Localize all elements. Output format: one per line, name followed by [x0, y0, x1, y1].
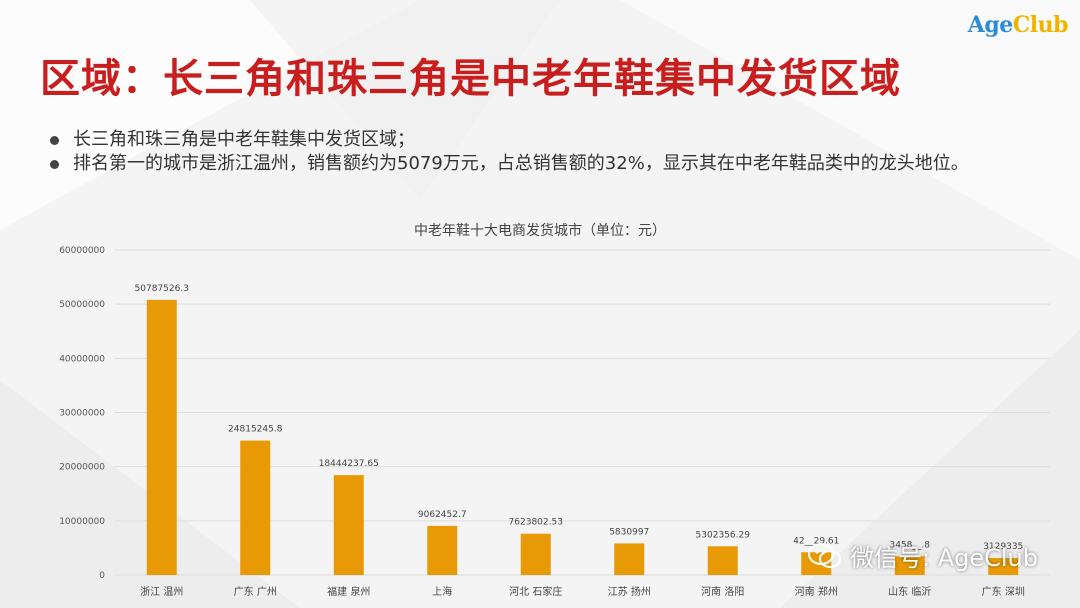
x-tick-label: 广东 深圳	[982, 585, 1025, 598]
data-label: 50787526.3	[135, 284, 189, 294]
bar	[988, 558, 1019, 575]
bar	[520, 533, 551, 575]
y-tick-label: 10000000	[59, 517, 105, 527]
bullet-dot-icon	[50, 160, 59, 169]
y-tick-label: 30000000	[59, 409, 105, 419]
data-label: 42__29.61	[793, 536, 839, 546]
bar	[333, 475, 364, 575]
data-label: 5302356.29	[696, 530, 751, 540]
x-tick-label: 浙江 温州	[140, 586, 183, 598]
chart-title: 中老年鞋十大电商发货城市（单位：元）	[414, 223, 666, 239]
x-tick-label: 河北 石家庄	[509, 585, 562, 598]
y-tick-label: 60000000	[59, 246, 105, 256]
bar	[894, 556, 925, 575]
ageclub-logo: AgeClub	[967, 12, 1069, 38]
x-tick-label: 广东 广州	[234, 585, 277, 598]
bullet-text: 长三角和珠三角是中老年鞋集中发货区域；	[73, 129, 415, 150]
y-tick-label: 40000000	[59, 354, 105, 364]
x-tick-label: 福建 泉州	[327, 585, 370, 598]
data-label: 7623802.53	[509, 518, 563, 528]
y-tick-label: 20000000	[59, 463, 105, 473]
bullet-item: 排名第一的城市是浙江温州，销售额约为5079万元，占总销售额的32%，显示其在中…	[50, 152, 1010, 176]
x-tick-label: 上海	[432, 585, 452, 598]
wechat-watermark: 微信号: AgeClub	[808, 538, 1038, 573]
bar	[707, 546, 738, 575]
wechat-icon	[808, 542, 842, 570]
data-label: 9062452.7	[418, 510, 467, 520]
x-tick-label: 河南 郑州	[795, 585, 838, 598]
bullet-list: 长三角和珠三角是中老年鞋集中发货区域； 排名第一的城市是浙江温州，销售额约为50…	[50, 128, 1010, 176]
data-label: 24815245.8	[228, 425, 283, 435]
logo-part-age: Age	[967, 12, 1013, 38]
bar	[146, 299, 177, 575]
y-tick-label: 0	[99, 571, 105, 581]
x-tick-label: 河南 洛阳	[701, 585, 744, 598]
data-label: 5830997	[609, 527, 649, 537]
bullet-item: 长三角和珠三角是中老年鞋集中发货区域；	[50, 128, 1010, 152]
x-tick-label: 山东 临沂	[888, 585, 931, 598]
slide-title: 区域：长三角和珠三角是中老年鞋集中发货区域	[40, 56, 901, 102]
data-label: 18444237.65	[319, 459, 379, 469]
bar	[614, 543, 645, 575]
bullet-dot-icon	[50, 136, 59, 145]
watermark-text: 微信号: AgeClub	[850, 544, 1039, 572]
logo-part-club: Club	[1012, 12, 1069, 38]
data-label: 3129335	[983, 542, 1023, 552]
y-tick-label: 50000000	[59, 300, 105, 310]
data-label: 3458__.8	[890, 540, 931, 550]
bar	[240, 440, 271, 575]
bar	[427, 525, 458, 575]
x-tick-label: 江苏 扬州	[608, 585, 651, 598]
bullet-text: 排名第一的城市是浙江温州，销售额约为5079万元，占总销售额的32%，显示其在中…	[73, 153, 969, 174]
